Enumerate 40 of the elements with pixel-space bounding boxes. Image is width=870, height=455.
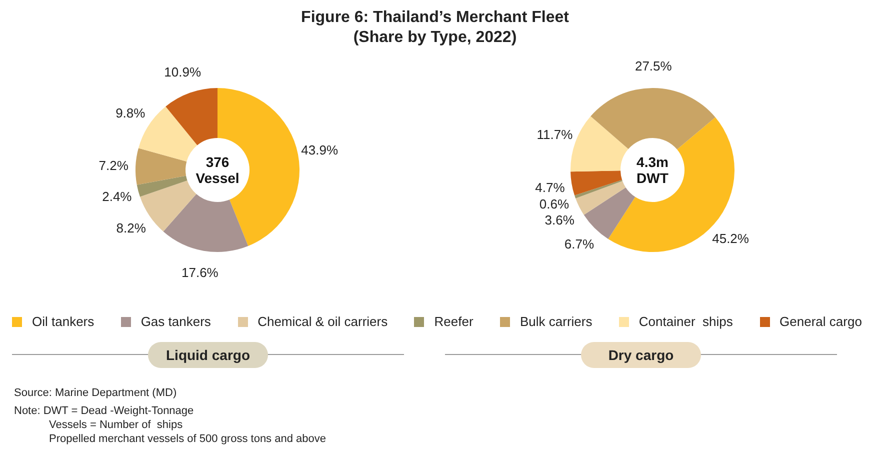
text: 376 Vessel — [196, 154, 240, 186]
donut-slice — [570, 170, 622, 196]
donut-slice — [584, 188, 636, 239]
data-label: 7.2% — [98, 158, 129, 173]
donut-slice — [163, 194, 248, 252]
data-label: 17.6% — [182, 265, 219, 280]
data-label: 4.7% — [535, 180, 566, 195]
chart-title: Figure 6: Thailand’s Merchant Fleet (Share by Type, 2022) — [300, 8, 570, 48]
data-label: 11.7% — [536, 127, 574, 142]
data-label: 2.4% — [102, 188, 132, 204]
data-label: 0.6% — [539, 196, 570, 212]
text: Liquid cargo — [148, 342, 268, 368]
donut-slice — [574, 180, 622, 198]
text: Dry cargo — [581, 342, 701, 368]
data-label: 3.6% — [544, 212, 575, 228]
donut-slice — [590, 88, 716, 150]
donut-slice — [136, 176, 188, 197]
legend-label: Oil tankers — [31, 314, 94, 329]
text: Note: DWT = Dead -Weight-Tonnage — [14, 404, 195, 418]
data-label: 8.2% — [116, 220, 146, 236]
legend-label: Bulk carriers — [519, 314, 592, 329]
data-label: 43.9% — [301, 142, 338, 158]
data-label: 27.5% — [634, 58, 672, 74]
data-label: 6.7% — [564, 236, 594, 252]
legend-label: Gas tankers — [140, 314, 211, 329]
donut-slice — [570, 116, 628, 172]
data-label: 10.9% — [164, 64, 202, 80]
legend-label: General cargo — [778, 314, 862, 329]
legend-label: Reefer — [433, 314, 474, 329]
text: Vessels = Number of ships — [48, 418, 184, 432]
data-label: 9.8% — [116, 106, 146, 121]
source-note: Source: Marine Department (MD) — [14, 386, 178, 400]
donut-slice — [576, 181, 626, 215]
text: 4.3m DWT — [636, 154, 669, 186]
legend-label: Chemical & oil carriers — [256, 314, 388, 329]
legend-label: Container ships — [638, 314, 733, 329]
donut-slice — [136, 148, 187, 185]
donut-slice — [166, 88, 218, 146]
data-label: 45.2% — [712, 231, 750, 246]
text: Propelled merchant vessels of 500 gross tons and above — [48, 432, 326, 446]
